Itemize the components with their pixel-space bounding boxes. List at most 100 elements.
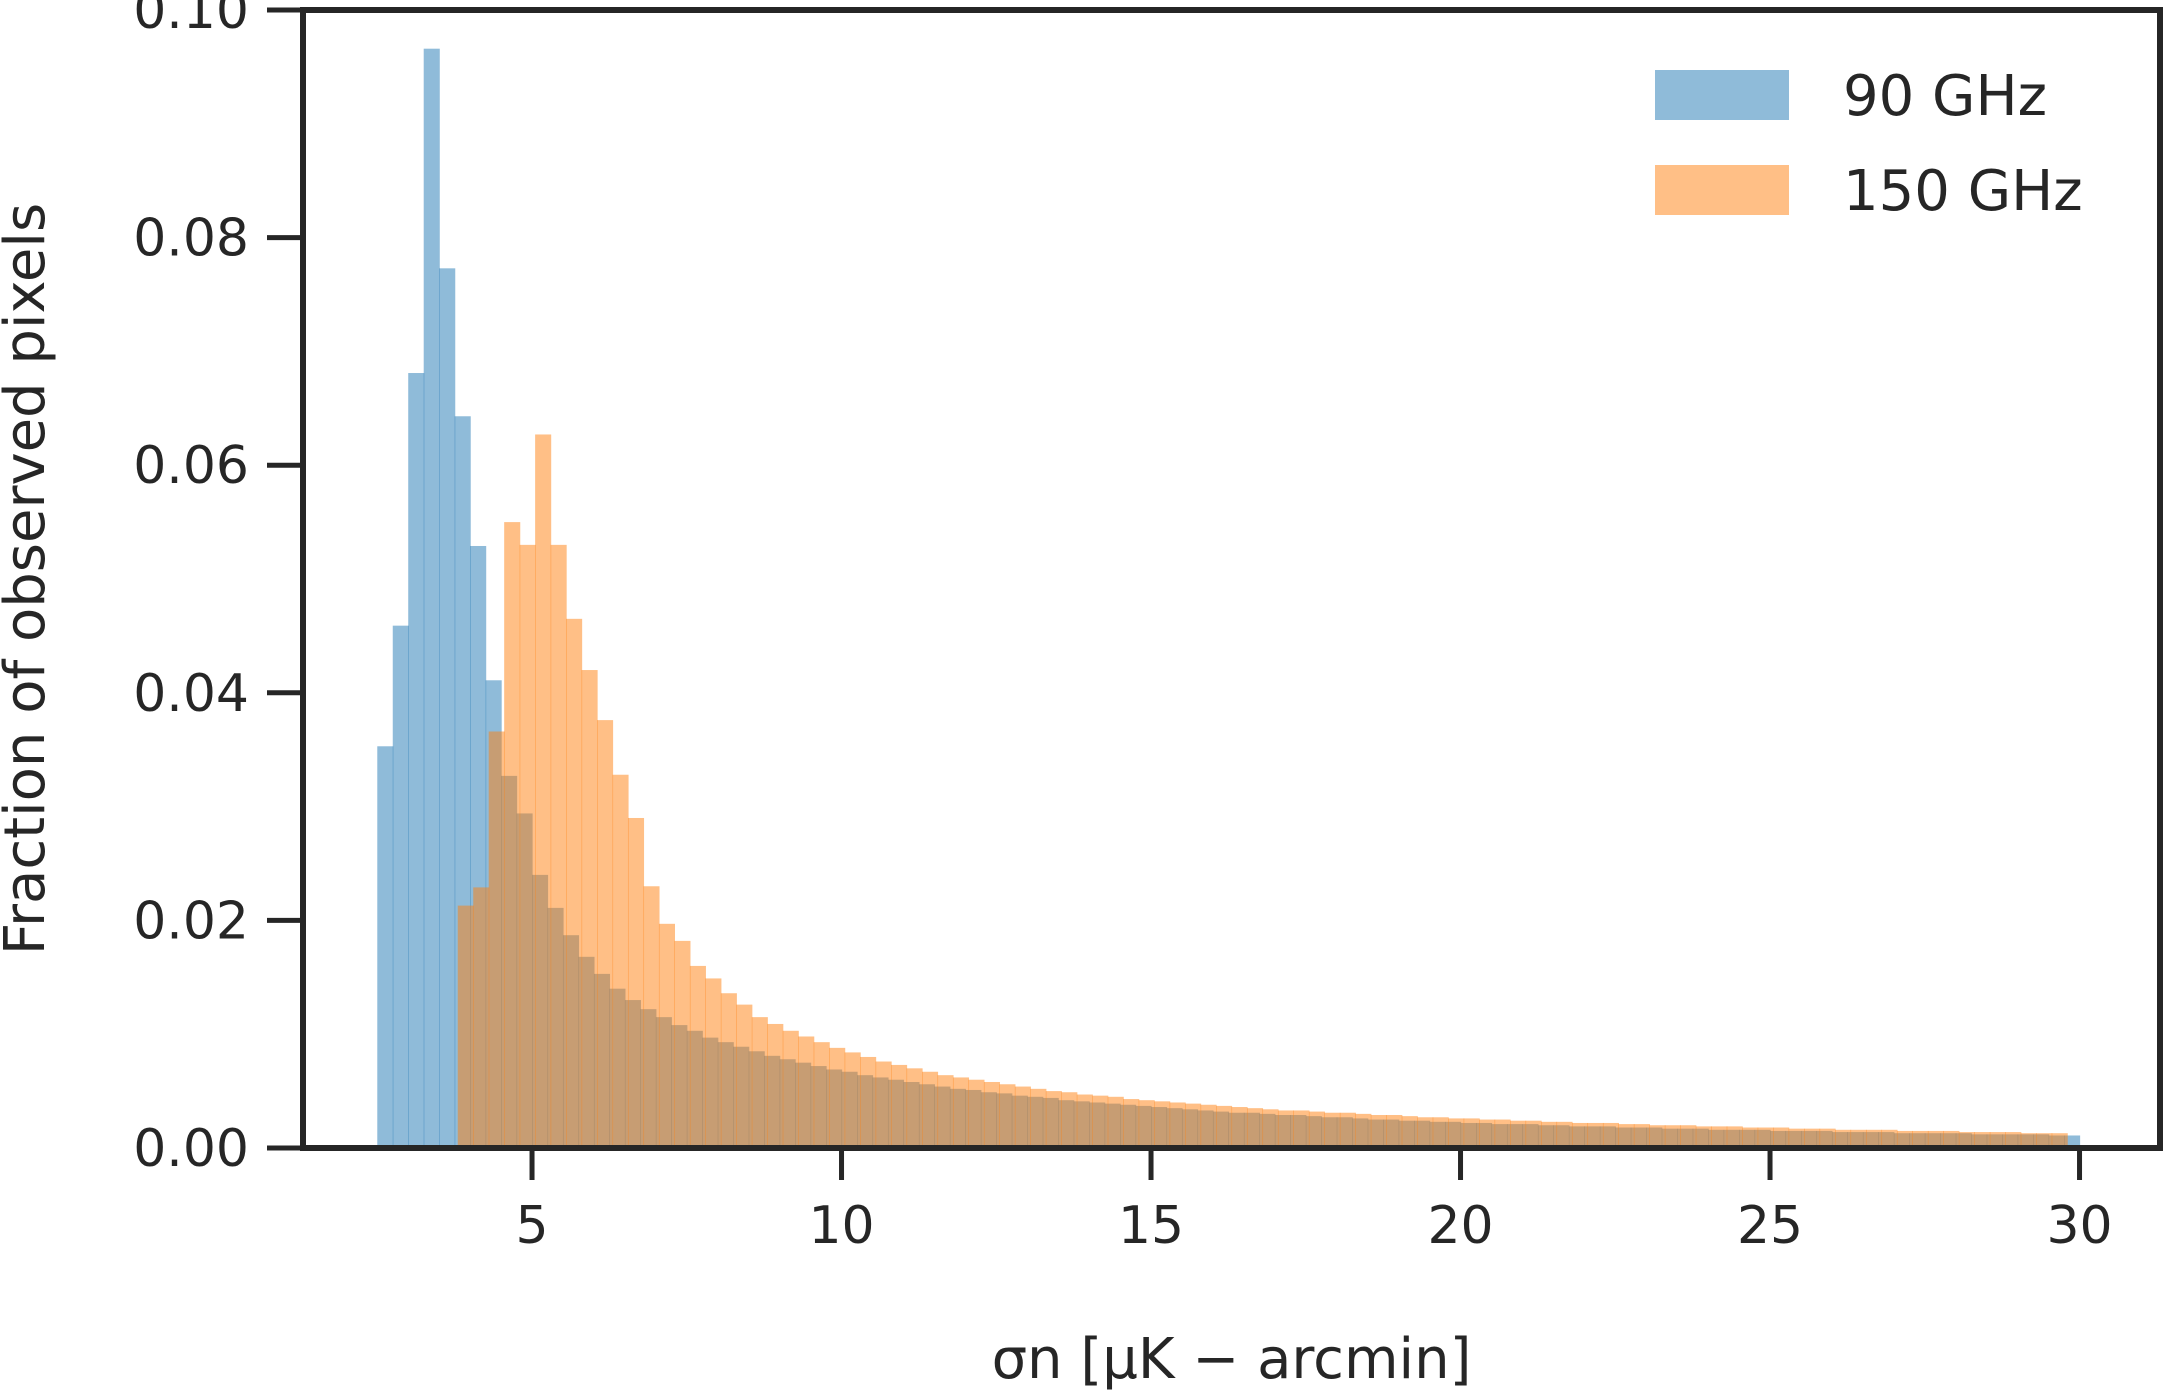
bar-1-79 <box>1680 1125 1697 1148</box>
bar-1-55 <box>1308 1111 1325 1148</box>
bar-1-25 <box>844 1052 861 1148</box>
bar-1-54 <box>1293 1110 1310 1148</box>
bar-1-27 <box>875 1061 892 1148</box>
bar-1-82 <box>1726 1126 1743 1148</box>
bar-1-33 <box>968 1079 985 1148</box>
x-axis-label: σn [μK − arcmin] <box>992 1327 1472 1392</box>
bar-1-58 <box>1355 1113 1372 1148</box>
bar-1-36 <box>1014 1086 1031 1148</box>
bar-1-97 <box>1958 1132 1975 1148</box>
bar-1-14 <box>674 940 691 1148</box>
series-150-ghz <box>457 434 2068 1148</box>
bar-1-13 <box>658 923 675 1148</box>
bar-1-38 <box>1045 1091 1062 1148</box>
bar-1-3 <box>504 522 521 1148</box>
bar-1-35 <box>999 1084 1016 1148</box>
bar-1-99 <box>1989 1132 2006 1148</box>
bar-1-28 <box>891 1064 908 1148</box>
bar-1-103 <box>2051 1133 2068 1148</box>
bar-1-26 <box>860 1056 877 1148</box>
x-tick-label: 25 <box>1737 1196 1803 1256</box>
bar-1-90 <box>1850 1129 1867 1148</box>
bar-1-81 <box>1711 1126 1728 1148</box>
bar-1-76 <box>1633 1124 1650 1148</box>
bar-1-11 <box>627 817 645 1148</box>
bar-1-39 <box>1061 1092 1078 1148</box>
y-tick-label: 0.02 <box>133 891 249 951</box>
bar-1-19 <box>751 1017 768 1148</box>
y-tick-label: 0.04 <box>133 664 249 724</box>
bar-1-47 <box>1185 1103 1202 1148</box>
bar-1-53 <box>1277 1110 1294 1148</box>
bar-1-71 <box>1556 1121 1573 1148</box>
y-tick-label: 0.06 <box>133 436 249 496</box>
y-axis: 0.00 0.02 0.04 0.06 0.08 0.10 <box>133 0 303 1179</box>
bar-1-48 <box>1200 1104 1217 1148</box>
bar-1-85 <box>1773 1127 1790 1148</box>
bar-1-34 <box>983 1081 1000 1148</box>
bar-0-2 <box>408 373 425 1149</box>
bar-1-41 <box>1092 1095 1109 1148</box>
bar-1-44 <box>1138 1100 1155 1148</box>
bar-0-0 <box>377 746 394 1148</box>
bar-1-22 <box>798 1036 815 1148</box>
bar-1-84 <box>1757 1127 1774 1148</box>
x-tick-label: 30 <box>2046 1196 2112 1256</box>
bar-1-17 <box>720 993 737 1148</box>
bar-0-1 <box>392 625 409 1148</box>
y-tick-label: 0.00 <box>133 1119 249 1179</box>
y-tick-label: 0.10 <box>133 0 249 41</box>
bar-1-1 <box>473 887 490 1148</box>
bar-1-12 <box>643 886 660 1148</box>
legend-swatch <box>1655 165 1789 215</box>
bar-1-7 <box>566 618 583 1148</box>
bar-1-6 <box>550 544 567 1148</box>
bar-1-59 <box>1370 1114 1387 1148</box>
bar-1-30 <box>922 1071 939 1148</box>
bar-1-45 <box>1154 1101 1171 1148</box>
bar-1-94 <box>1912 1130 1929 1148</box>
bar-0-109 <box>2064 1135 2081 1148</box>
bar-1-52 <box>1262 1109 1279 1148</box>
bar-1-93 <box>1896 1130 1913 1148</box>
bar-1-29 <box>906 1068 923 1148</box>
bar-1-73 <box>1587 1122 1604 1148</box>
bar-1-8 <box>581 670 598 1148</box>
plot-frame <box>300 7 2163 1151</box>
bar-1-69 <box>1525 1120 1542 1148</box>
bar-1-23 <box>813 1042 830 1148</box>
bar-1-63 <box>1432 1117 1449 1148</box>
bar-1-86 <box>1788 1128 1805 1148</box>
bar-1-4 <box>519 544 536 1148</box>
bar-1-74 <box>1602 1122 1619 1148</box>
bar-1-62 <box>1417 1117 1434 1148</box>
legend-label: 150 GHz <box>1843 159 2083 224</box>
bar-1-101 <box>2020 1133 2037 1148</box>
bar-1-57 <box>1339 1112 1356 1148</box>
bar-1-49 <box>1216 1105 1233 1148</box>
bar-1-88 <box>1819 1128 1836 1148</box>
bar-1-72 <box>1571 1122 1589 1148</box>
x-tick-label: 20 <box>1427 1196 1493 1256</box>
x-tick-label: 10 <box>808 1196 874 1256</box>
legend-label: 90 GHz <box>1843 64 2047 129</box>
bar-1-43 <box>1123 1099 1140 1148</box>
bar-1-18 <box>736 1004 753 1148</box>
bar-1-66 <box>1479 1119 1496 1148</box>
legend-swatch <box>1655 70 1789 120</box>
bar-1-67 <box>1494 1119 1511 1148</box>
bar-1-64 <box>1448 1118 1465 1148</box>
bar-1-92 <box>1881 1129 1898 1148</box>
bar-1-91 <box>1865 1129 1883 1148</box>
bar-1-61 <box>1401 1116 1418 1148</box>
bar-1-16 <box>705 978 722 1148</box>
bar-1-9 <box>597 720 614 1148</box>
bar-1-95 <box>1927 1130 1944 1148</box>
bar-1-5 <box>535 434 552 1148</box>
bar-1-70 <box>1541 1121 1558 1148</box>
bar-1-2 <box>488 731 505 1148</box>
bar-0-4 <box>439 268 456 1148</box>
y-tick-label: 0.08 <box>133 209 249 269</box>
bar-1-80 <box>1695 1126 1712 1148</box>
